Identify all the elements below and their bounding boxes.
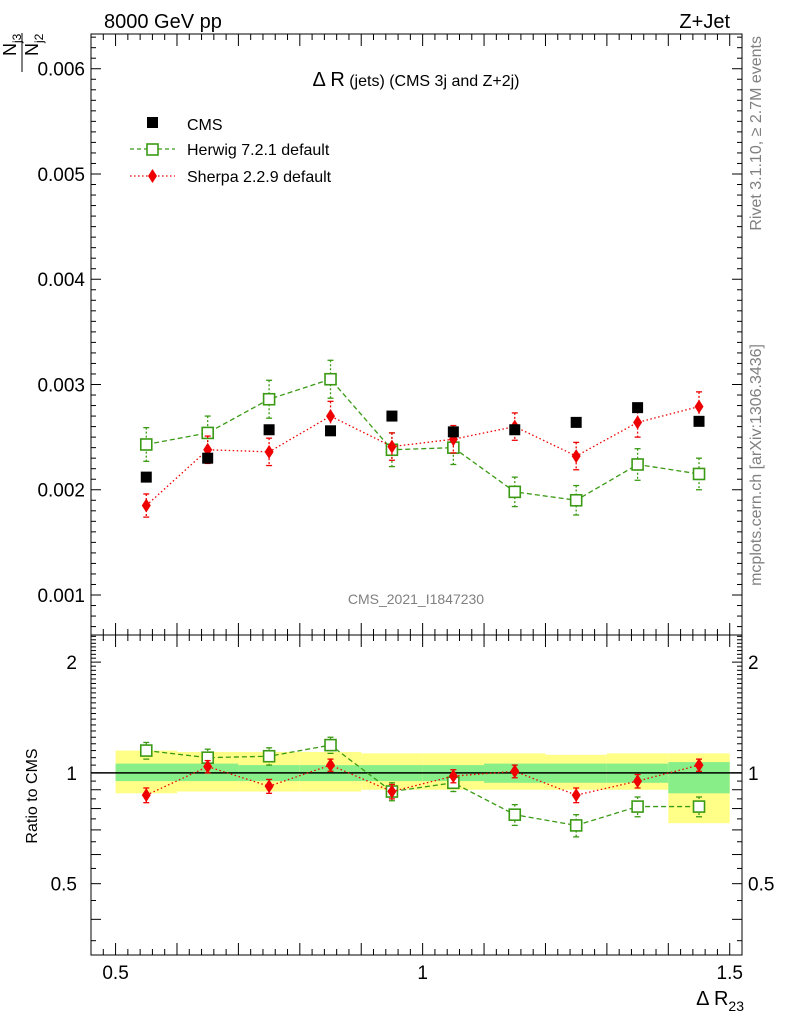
main-cms-point — [325, 425, 337, 437]
ratio-ytick-label: 0.5 — [51, 875, 77, 896]
main-ylabel: Nj3 Nj2 — [0, 33, 46, 56]
ratio-ytick-label-right: 0.5 — [748, 875, 774, 896]
main-sherpa-point — [571, 449, 581, 464]
ratio-herwig-point — [324, 738, 337, 752]
legend-sherpa-marker — [148, 169, 157, 183]
main-sherpa-point — [326, 409, 336, 424]
main-sherpa-point — [141, 498, 151, 513]
ratio-ylabel: Ratio to CMS — [24, 748, 41, 843]
ratio-herwig-point — [569, 819, 583, 832]
main-cms-point — [570, 416, 582, 428]
main-ytick-label: 0.005 — [37, 165, 85, 186]
ratio-ytick-label-right: 1 — [748, 764, 759, 785]
ratio-ytick-label-right: 2 — [748, 653, 759, 674]
main-sherpa-line — [145, 405, 700, 507]
main-herwig-point — [139, 438, 153, 451]
ratio-sherpa-point — [326, 758, 336, 773]
ratio-herwig-line — [146, 744, 700, 827]
main-herwig-point — [201, 426, 214, 440]
ratio-ytick-label: 1 — [66, 764, 77, 785]
main-cms-point — [140, 471, 152, 483]
main-cms-point — [263, 424, 275, 436]
ratio-xtick-label: 0.5 — [102, 963, 128, 984]
main-sherpa-point — [264, 444, 274, 459]
ylabel-num-base: N — [0, 43, 20, 56]
main-cms-point — [386, 410, 398, 422]
main-herwig-line — [146, 378, 700, 501]
main-cms-point — [693, 415, 705, 427]
main-ytick-label: 0.006 — [37, 60, 85, 81]
main-herwig-point — [262, 392, 276, 406]
main-ytick-label: 0.001 — [37, 586, 85, 607]
main-herwig-point — [569, 493, 583, 507]
legend-cms-marker — [147, 117, 158, 128]
plot-title-main: Δ R — [313, 69, 345, 91]
legend-sherpa-label: Sherpa 2.2.9 default — [187, 169, 332, 186]
main-herwig-point — [692, 467, 706, 481]
header-energy: 8000 GeV pp — [104, 11, 222, 33]
x-axis-label-sub: 23 — [728, 998, 744, 1014]
header-process: Z+Jet — [679, 11, 730, 33]
ratio-sherpa-point — [448, 769, 458, 784]
plot-title-rest: (jets) (CMS 3j and Z+2j) — [345, 73, 520, 90]
ratio-sherpa-point — [203, 759, 213, 774]
ratio-xtick-label: 1.5 — [717, 963, 743, 984]
ylabel-den-sub: j2 — [32, 33, 46, 44]
ratio-sherpa-point — [633, 774, 643, 789]
mcplots-label: mcplots.cern.ch [arXiv:1306.3436] — [748, 344, 765, 586]
ratio-sherpa-point — [264, 779, 274, 794]
ratio-ytick-label: 2 — [66, 653, 77, 674]
legend-herwig-label: Herwig 7.2.1 default — [187, 142, 330, 159]
x-axis-label: Δ R23 — [696, 988, 744, 1014]
legend-herwig-marker — [146, 143, 159, 156]
main-sherpa-point — [694, 399, 704, 414]
marks-layer — [139, 359, 706, 838]
ratio-herwig-point — [508, 808, 522, 821]
ratio-xtick-label: 1 — [417, 963, 428, 984]
ratio-herwig-point — [139, 744, 153, 757]
ylabel-num: Nj3 — [0, 33, 24, 56]
ratio-sherpa-point — [387, 784, 397, 799]
main-cms-point — [632, 402, 644, 414]
ratio-herwig-point — [692, 800, 706, 813]
legend-cms-label: CMS — [187, 117, 223, 134]
ratio-sherpa-point — [510, 764, 520, 779]
rivet-label: Rivet 3.1.10, ≥ 2.7M events — [748, 36, 765, 231]
ratio-sherpa-point — [694, 758, 704, 773]
ratio-plot: 0.5 1 1.5 0.5 0.5 1 1 2 2 — [51, 634, 774, 984]
main-herwig-point — [631, 458, 644, 471]
main-cms-point — [509, 424, 521, 436]
main-plot: 0.001 0.002 0.003 0.004 0.005 0.006 — [37, 33, 743, 636]
main-ytick-label: 0.003 — [37, 375, 85, 396]
main-sherpa-point — [387, 439, 397, 454]
main-ytick-label: 0.004 — [37, 270, 85, 291]
ratio-herwig-point — [631, 800, 644, 813]
ratio-sherpa-point — [141, 788, 151, 803]
analysis-watermark: CMS_2021_I1847230 — [348, 591, 484, 607]
ratio-frame — [90, 634, 743, 956]
ylabel-den-base: N — [22, 43, 42, 56]
plot-title: Δ R (jets) (CMS 3j and Z+2j) — [313, 69, 520, 91]
x-axis-label-main: Δ R — [696, 988, 728, 1010]
main-herwig-point — [324, 372, 337, 386]
main-ytick-label: 0.002 — [37, 481, 85, 502]
main-sherpa-point — [633, 415, 643, 430]
main-cms-point — [202, 452, 214, 464]
ylabel-den: Nj2 — [22, 33, 46, 56]
main-cms-point — [447, 426, 459, 438]
main-herwig-point — [508, 485, 522, 499]
ratio-sherpa-point — [571, 788, 581, 803]
ratio-herwig-point — [262, 749, 276, 763]
legend: CMS Herwig 7.2.1 default Sherpa 2.2.9 de… — [130, 117, 332, 186]
ylabel-num-sub: j3 — [10, 33, 24, 44]
